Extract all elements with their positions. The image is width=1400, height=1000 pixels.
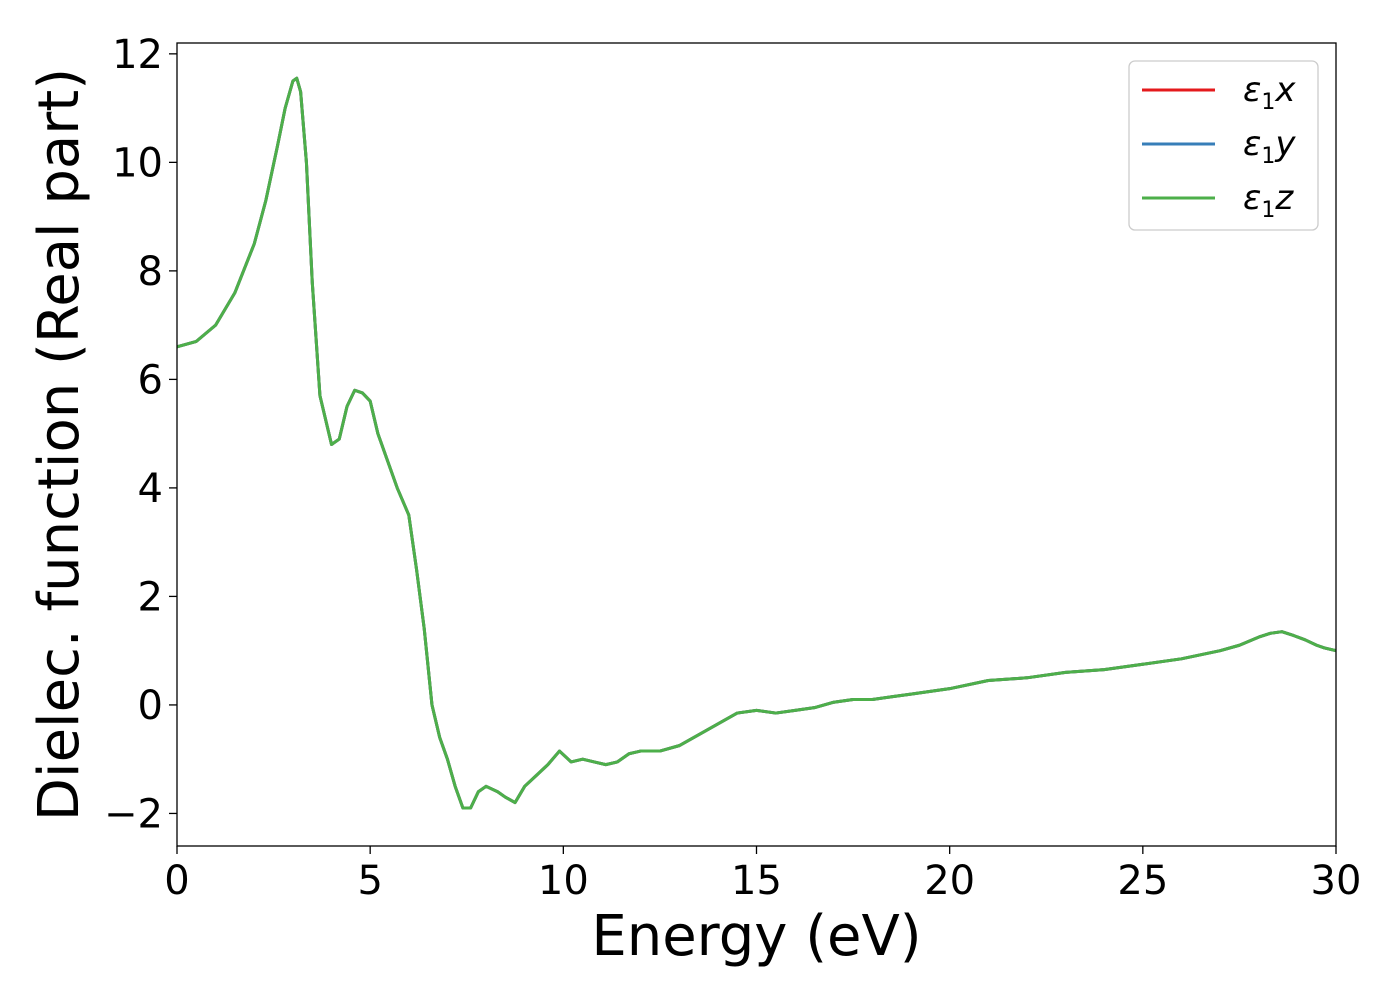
- x-axis-title: Energy (eV): [591, 904, 921, 969]
- x-tick-label: 15: [731, 858, 782, 904]
- series-layer: [177, 76, 1336, 810]
- y-tick-label: 12: [112, 32, 163, 78]
- y-tick-label: 0: [138, 683, 163, 729]
- x-tick-label: 25: [1117, 858, 1168, 904]
- y-tick-label: 2: [138, 574, 163, 620]
- x-tick-label: 0: [164, 858, 189, 904]
- legend-box: [1128, 60, 1319, 231]
- x-tick-label: 5: [357, 858, 382, 904]
- y-tick-label: 4: [138, 466, 163, 512]
- x-tick-label: 20: [924, 858, 975, 904]
- x-tick-label: 10: [538, 858, 589, 904]
- y-axis-title: Dielec. function (Real part): [27, 68, 92, 821]
- legend: ε1x ε1y ε1z: [1128, 60, 1319, 231]
- y-tick-label: 8: [138, 249, 163, 295]
- y-tick-label: −2: [104, 791, 163, 837]
- x-tick-label: 30: [1311, 858, 1362, 904]
- series-line-z: [177, 76, 1336, 810]
- legend-label-z: ε1z: [1243, 178, 1294, 223]
- y-tick-label: 6: [138, 357, 163, 403]
- legend-label-y: ε1y: [1243, 124, 1296, 169]
- legend-label-x: ε1x: [1243, 70, 1296, 115]
- y-tick-label: 10: [112, 140, 163, 186]
